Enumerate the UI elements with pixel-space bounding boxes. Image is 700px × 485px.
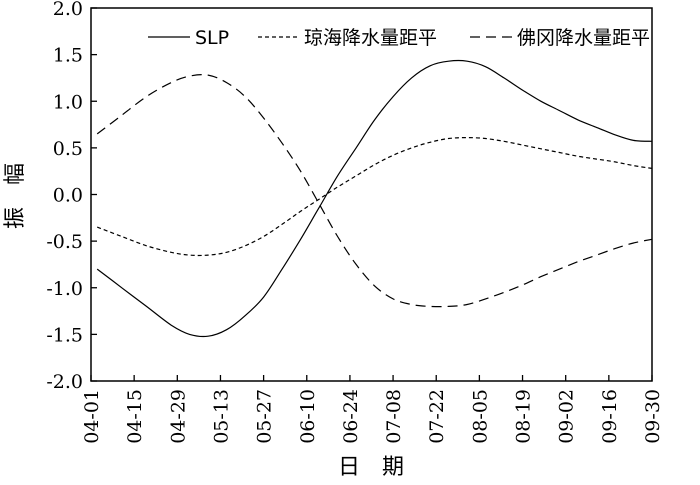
y-axis-title: 振 幅 (3, 163, 28, 229)
y-tick-label: 0.0 (53, 185, 83, 207)
series-line (96, 74, 653, 308)
y-tick-label: -1.5 (46, 324, 83, 346)
series-line (96, 59, 653, 338)
series-lines (96, 59, 653, 338)
x-tick-label: 04-29 (167, 389, 189, 444)
x-tick-label: 05-13 (210, 389, 232, 444)
x-tick-label: 07-08 (383, 389, 405, 444)
y-tick-label: -0.5 (46, 231, 83, 253)
legend-label: 佛冈降水量距平 (517, 27, 650, 49)
y-tick-label: 0.5 (53, 138, 83, 160)
legend: SLP 琼海降水量距平 佛冈降水量距平 (148, 27, 650, 49)
x-tick-label: 09-30 (642, 389, 664, 444)
y-tick-label: 1.0 (53, 91, 83, 113)
x-tick-label: 04-01 (81, 389, 103, 444)
y-tick-label: -2.0 (46, 371, 83, 393)
x-tick-label: 08-19 (513, 389, 535, 444)
x-tick-label: 04-15 (124, 389, 146, 444)
x-tick-label: 09-16 (599, 389, 621, 444)
x-axis-title: 日 期 (338, 455, 404, 480)
series-line (96, 136, 653, 257)
y-tick-label: 1.5 (53, 45, 83, 67)
y-tick-label: 2.0 (53, 0, 83, 20)
x-tick-label: 05-27 (254, 389, 276, 444)
legend-label: SLP (195, 27, 229, 49)
legend-label: 琼海降水量距平 (304, 27, 437, 49)
x-tick-label: 06-10 (297, 389, 319, 444)
axes: 2.0 1.5 1.0 0.5 0.0 -0.5 -1.0 -1.5 -2.004-01 04-1… (46, 0, 664, 444)
plot-frame (90, 7, 653, 382)
x-tick-label: 09-02 (556, 389, 578, 444)
x-tick-label: 07-22 (426, 389, 448, 444)
y-tick-label: -1.0 (46, 278, 83, 300)
x-tick-label: 06-24 (340, 389, 362, 444)
x-tick-label: 08-05 (469, 389, 491, 444)
